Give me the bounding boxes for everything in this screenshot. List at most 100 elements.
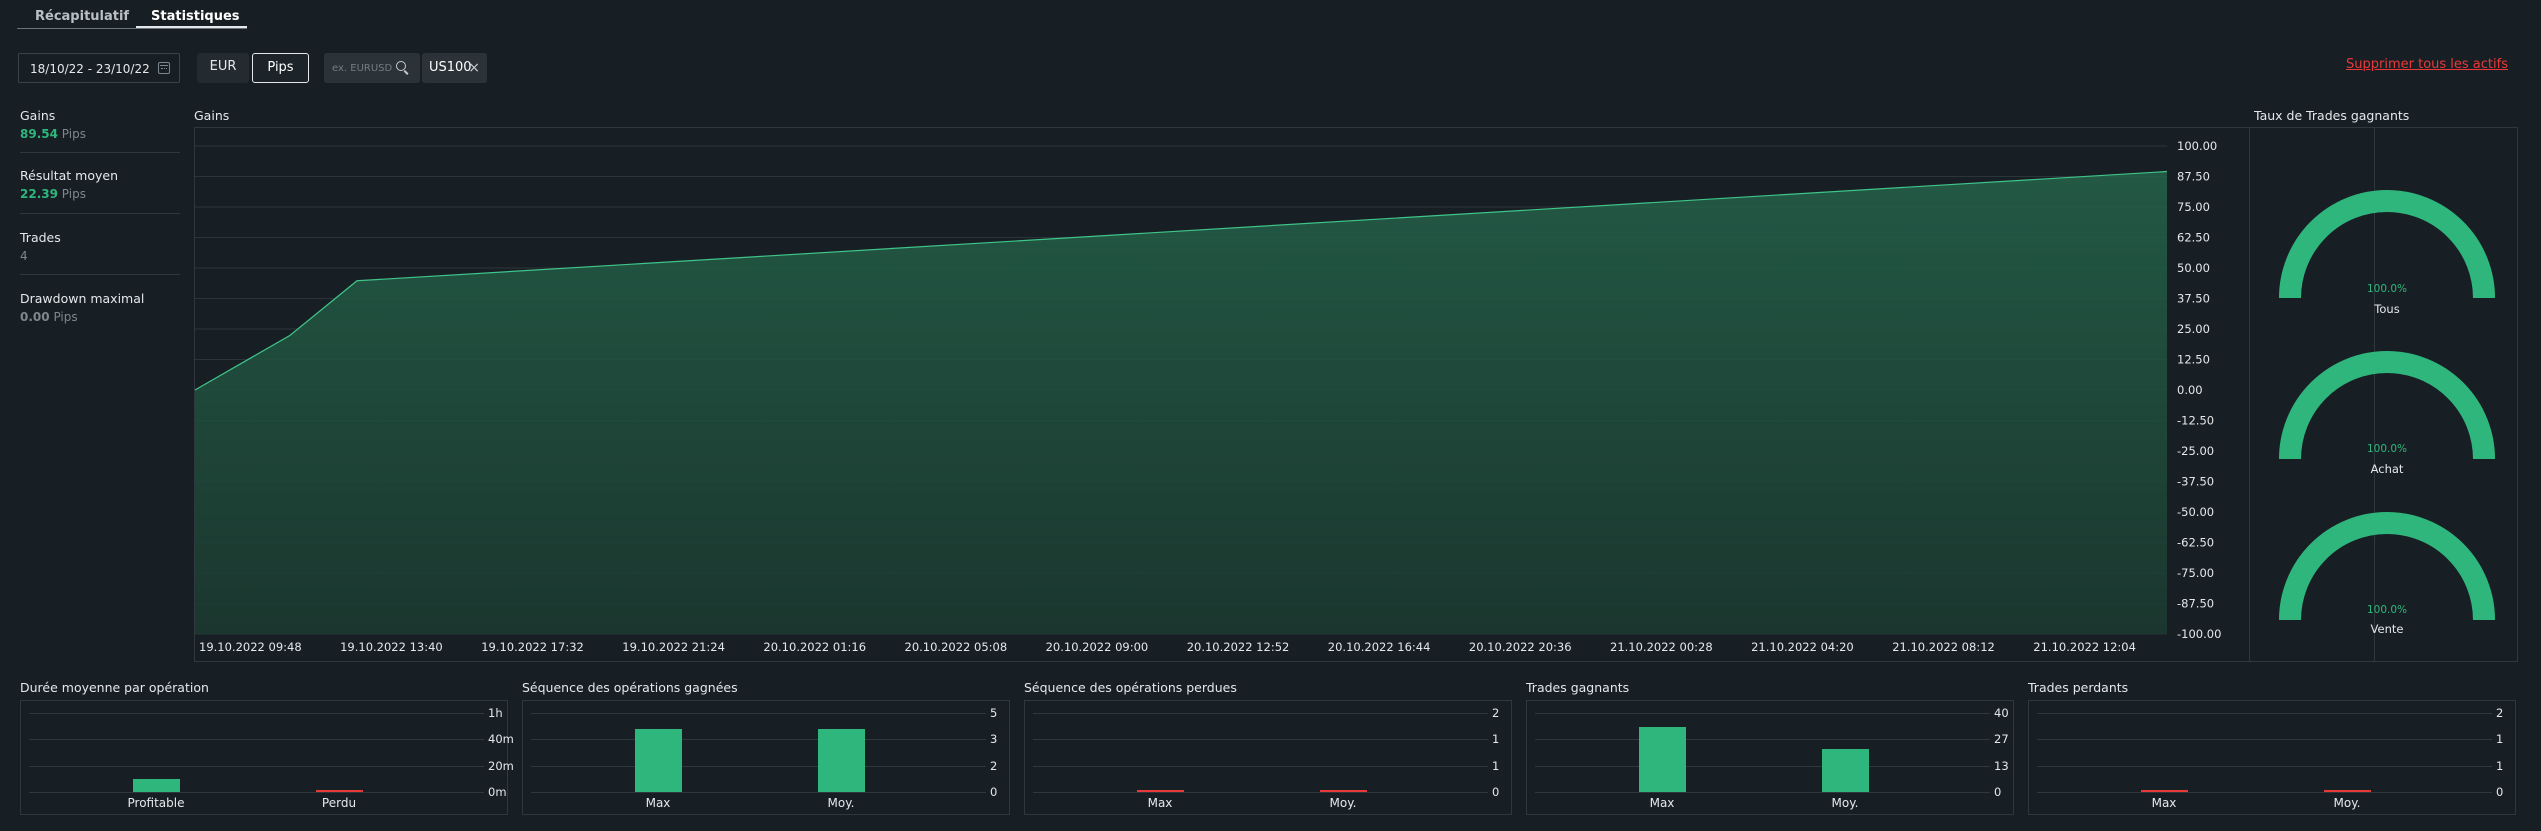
y-tick-label: 50.00 bbox=[2177, 261, 2210, 275]
unit-pips-button[interactable]: Pips bbox=[252, 53, 309, 83]
stat-value: 89.54 bbox=[20, 127, 58, 141]
y-tick-label: 0 bbox=[2496, 785, 2504, 799]
y-tick-label: 27 bbox=[1994, 732, 2009, 747]
gauge-label-sell: Vente bbox=[2370, 622, 2404, 636]
y-tick-label: 20m bbox=[488, 758, 514, 773]
stat-label: Résultat moyen bbox=[20, 168, 118, 183]
y-tick-label: -100.00 bbox=[2177, 627, 2221, 641]
grid-line bbox=[1033, 765, 1488, 767]
y-tick-label: 13 bbox=[1994, 758, 2009, 773]
category-label: Moy. bbox=[1329, 796, 1357, 810]
active-tab-indicator bbox=[136, 26, 247, 28]
date-range-value: 18/10/22 - 23/10/22 bbox=[30, 62, 150, 76]
grid-line bbox=[1535, 713, 1990, 714]
close-icon[interactable]: × bbox=[468, 60, 480, 76]
grid-line bbox=[1033, 713, 1488, 714]
bar bbox=[132, 778, 180, 792]
stat-value: 22.39 bbox=[20, 187, 58, 201]
bar bbox=[1638, 726, 1686, 792]
divider bbox=[20, 213, 180, 214]
bar bbox=[315, 790, 363, 792]
divider bbox=[20, 274, 180, 275]
y-tick-label: 25.00 bbox=[2177, 322, 2210, 336]
category-label: Moy. bbox=[827, 796, 855, 810]
grid-line bbox=[29, 765, 484, 767]
stat-value: 4 bbox=[20, 249, 28, 263]
avg-duration-chart: 1h 40m 20m 0m Profitable Perdu bbox=[20, 700, 514, 815]
x-tick-label: 20.10.2022 12:52 bbox=[1187, 640, 1290, 654]
calendar-icon[interactable] bbox=[158, 62, 170, 74]
date-range-picker[interactable]: 18/10/22 - 23/10/22 bbox=[18, 53, 180, 83]
grid-line bbox=[1033, 739, 1488, 741]
y-tick-label: 62.50 bbox=[2177, 231, 2210, 245]
y-tick-label: -75.00 bbox=[2177, 566, 2214, 580]
asset-search[interactable] bbox=[324, 53, 420, 83]
gauge-value-buy: 100.0% bbox=[2366, 443, 2408, 455]
grid-line bbox=[531, 713, 986, 714]
grid-line bbox=[2037, 792, 2492, 793]
category-label: Profitable bbox=[127, 796, 185, 810]
asset-search-input[interactable] bbox=[330, 58, 398, 78]
stat-max-drawdown: Drawdown maximal 0.00 Pips bbox=[20, 291, 180, 324]
y-tick-label: -12.50 bbox=[2177, 414, 2214, 428]
y-tick-label: 100.00 bbox=[2177, 139, 2217, 153]
category-label: Max bbox=[2151, 796, 2177, 810]
win-streak-chart: 5 3 2 0 Max Moy. bbox=[522, 700, 1010, 815]
losing-trades-title: Trades perdants bbox=[2028, 680, 2129, 695]
x-tick-label: 19.10.2022 17:32 bbox=[481, 640, 584, 654]
stat-unit: Pips bbox=[61, 187, 86, 201]
asset-chip[interactable]: US100 × bbox=[422, 53, 487, 83]
y-tick-label: -25.00 bbox=[2177, 444, 2214, 458]
y-tick-label: 40m bbox=[488, 732, 514, 747]
stat-trades: Trades 4 bbox=[20, 230, 180, 263]
grid-line bbox=[2037, 765, 2492, 767]
grid-line bbox=[531, 765, 986, 767]
y-tick-label: 1 bbox=[1492, 732, 1500, 747]
x-tick-label: 20.10.2022 01:16 bbox=[763, 640, 866, 654]
y-tick-label: 12.50 bbox=[2177, 353, 2210, 367]
winning-trades-title: Trades gagnants bbox=[1526, 680, 1630, 695]
y-tick-label: 3 bbox=[990, 732, 998, 747]
win-rate-title: Taux de Trades gagnants bbox=[2254, 108, 2410, 123]
gauge-value-all: 100.0% bbox=[2366, 283, 2408, 295]
losing-trades-chart: 2 1 1 0 Max Moy. bbox=[2028, 700, 2516, 815]
x-tick-label: 21.10.2022 12:04 bbox=[2033, 640, 2136, 654]
y-tick-label: 37.50 bbox=[2177, 292, 2210, 306]
gauge-fill bbox=[2279, 351, 2495, 460]
y-tick-label: 2 bbox=[1492, 706, 1500, 720]
y-tick-label: 2 bbox=[990, 758, 998, 773]
y-tick-label: 2 bbox=[2496, 706, 2504, 720]
delete-all-assets-link[interactable]: Supprimer tous les actifs bbox=[2346, 57, 2508, 72]
bar bbox=[817, 728, 865, 792]
y-tick-label: 5 bbox=[990, 706, 998, 720]
gains-chart-frame bbox=[194, 127, 2375, 662]
grid-line bbox=[531, 739, 986, 741]
grid-line bbox=[1535, 765, 1990, 767]
y-tick-label: 1 bbox=[2496, 758, 2504, 773]
tab-recapitulatif[interactable]: Récapitulatif bbox=[35, 9, 130, 24]
search-icon[interactable] bbox=[396, 61, 406, 71]
currency-eur-button[interactable]: EUR bbox=[197, 53, 249, 83]
category-label: Max bbox=[1147, 796, 1173, 810]
y-tick-label: 0 bbox=[990, 785, 998, 799]
bar bbox=[1821, 748, 1869, 792]
tab-statistiques[interactable]: Statistiques bbox=[151, 9, 240, 24]
x-tick-label: 20.10.2022 16:44 bbox=[1328, 640, 1431, 654]
y-tick-label: 40 bbox=[1994, 706, 2009, 720]
grid-line bbox=[1033, 792, 1488, 793]
category-label: Max bbox=[1649, 796, 1675, 810]
loss-streak-chart: 2 1 1 0 Max Moy. bbox=[1024, 700, 1512, 815]
stat-label: Drawdown maximal bbox=[20, 291, 145, 306]
avg-duration-title: Durée moyenne par opération bbox=[20, 680, 209, 695]
grid-line bbox=[1535, 739, 1990, 741]
grid-line bbox=[29, 792, 484, 793]
grid-line bbox=[29, 739, 484, 741]
winning-trades-chart: 40 27 13 0 Max Moy. bbox=[1526, 700, 2014, 815]
grid-line bbox=[2037, 739, 2492, 741]
y-tick-label: 1 bbox=[2496, 732, 2504, 747]
y-tick-label: 0.00 bbox=[2177, 383, 2203, 397]
grid-line bbox=[29, 713, 484, 714]
win-streak-title: Séquence des opérations gagnées bbox=[522, 680, 738, 695]
y-tick-label: 0 bbox=[1492, 785, 1500, 799]
y-tick-label: -37.50 bbox=[2177, 475, 2214, 489]
